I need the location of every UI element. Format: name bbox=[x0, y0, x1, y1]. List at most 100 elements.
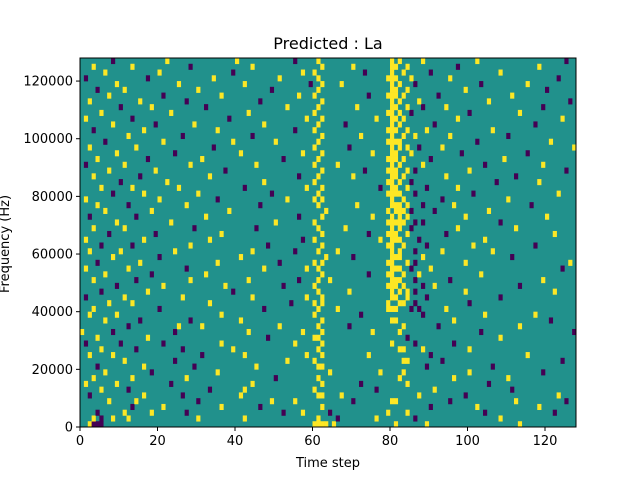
heatmap-cell bbox=[235, 58, 240, 65]
y-tick-label: 0 bbox=[65, 421, 73, 436]
heatmap-cell bbox=[390, 104, 395, 111]
heatmap-cell bbox=[401, 196, 406, 203]
heatmap-cell bbox=[401, 323, 406, 330]
heatmap-cell bbox=[196, 398, 201, 405]
heatmap-cell bbox=[390, 254, 395, 261]
heatmap-cell bbox=[479, 271, 484, 278]
heatmap-cell bbox=[142, 127, 147, 134]
heatmap-cell bbox=[289, 300, 294, 307]
heatmap-cell bbox=[149, 271, 154, 278]
heatmap-cell bbox=[386, 282, 391, 289]
heatmap-cell bbox=[312, 109, 317, 116]
x-axis: 0 20 40 60 80 100 120 bbox=[76, 427, 557, 449]
heatmap-cell bbox=[266, 242, 271, 249]
heatmap-cell bbox=[316, 156, 321, 163]
heatmap-cell bbox=[393, 150, 399, 157]
heatmap-cell bbox=[130, 300, 135, 307]
heatmap-cell bbox=[188, 63, 193, 70]
heatmap-cell bbox=[424, 184, 430, 191]
heatmap-cell bbox=[111, 254, 116, 261]
heatmap-cell bbox=[103, 207, 108, 214]
heatmap-cell bbox=[390, 150, 395, 157]
heatmap-cell bbox=[339, 81, 344, 88]
heatmap-cell bbox=[386, 230, 391, 238]
heatmap-cell bbox=[161, 138, 166, 145]
heatmap-cell bbox=[347, 323, 352, 330]
heatmap-cell bbox=[335, 415, 340, 422]
heatmap-cell bbox=[413, 340, 418, 347]
heatmap-cell bbox=[316, 86, 321, 93]
heatmap-cell bbox=[475, 138, 480, 145]
heatmap-cell bbox=[293, 340, 298, 347]
heatmap-cell bbox=[424, 294, 430, 301]
heatmap-cell bbox=[405, 230, 410, 238]
heatmap-cell bbox=[417, 271, 422, 278]
heatmap-cell bbox=[316, 421, 321, 428]
heatmap-cell bbox=[397, 121, 402, 128]
heatmap-cell bbox=[393, 167, 399, 174]
heatmap-cell bbox=[223, 282, 228, 289]
heatmap-cell bbox=[297, 213, 302, 220]
heatmap-cell bbox=[262, 121, 267, 128]
heatmap-cell bbox=[320, 213, 325, 220]
heatmap-cell bbox=[393, 230, 399, 238]
heatmap-cell bbox=[169, 219, 174, 226]
heatmap-cell bbox=[479, 81, 484, 88]
heatmap-cell bbox=[397, 202, 402, 209]
heatmap-cell bbox=[312, 311, 317, 318]
heatmap-cell bbox=[87, 213, 92, 220]
heatmap-cell bbox=[328, 277, 333, 284]
heatmap-cell bbox=[386, 300, 391, 307]
heatmap-cell bbox=[320, 380, 325, 387]
heatmap-cell bbox=[242, 352, 247, 359]
heatmap-cell bbox=[312, 161, 317, 168]
heatmap-cell bbox=[374, 115, 379, 122]
heatmap-cell bbox=[138, 259, 143, 266]
heatmap-cell bbox=[320, 63, 325, 70]
heatmap-cell bbox=[397, 265, 402, 272]
heatmap-cell bbox=[471, 190, 476, 197]
heatmap-cell bbox=[87, 392, 92, 399]
heatmap-cell bbox=[103, 317, 108, 324]
heatmap-cell bbox=[99, 184, 104, 191]
heatmap-cell bbox=[421, 58, 426, 65]
heatmap-cell bbox=[126, 415, 131, 422]
heatmap-cell bbox=[80, 328, 85, 336]
heatmap-cell bbox=[390, 340, 395, 347]
heatmap-cell bbox=[320, 150, 325, 157]
heatmap-cell bbox=[378, 369, 383, 376]
heatmap-cell bbox=[405, 144, 410, 151]
heatmap-cell bbox=[421, 346, 426, 353]
heatmap-cell bbox=[390, 161, 395, 168]
heatmap-cell bbox=[397, 288, 402, 295]
heatmap-cell bbox=[463, 288, 468, 295]
heatmap-cell bbox=[374, 415, 379, 422]
heatmap-cell bbox=[107, 398, 112, 405]
heatmap-cell bbox=[335, 305, 340, 312]
heatmap-cell bbox=[498, 219, 503, 226]
heatmap-cell bbox=[467, 167, 472, 174]
heatmap-cell bbox=[277, 323, 282, 330]
heatmap-cell bbox=[99, 242, 104, 249]
heatmap-cell bbox=[390, 173, 395, 180]
heatmap-cell bbox=[246, 109, 251, 116]
heatmap-cell bbox=[258, 202, 263, 209]
heatmap-cell bbox=[568, 98, 573, 105]
heatmap-cell bbox=[111, 352, 116, 359]
heatmap-cell bbox=[173, 328, 178, 336]
heatmap-cell bbox=[142, 363, 147, 370]
heatmap-cell bbox=[145, 288, 151, 295]
heatmap-cell bbox=[475, 58, 480, 65]
y-axis: 0 20000 40000 60000 80000 100000 120000 bbox=[23, 75, 80, 436]
heatmap-cell bbox=[564, 167, 569, 174]
heatmap-cell bbox=[91, 415, 96, 422]
heatmap-cell bbox=[401, 271, 406, 278]
heatmap-cell bbox=[409, 265, 414, 272]
heatmap-cell bbox=[452, 340, 457, 347]
heatmap-cell bbox=[227, 115, 232, 122]
heatmap-cell bbox=[87, 421, 92, 428]
heatmap-cell bbox=[316, 346, 321, 353]
heatmap-cell bbox=[390, 202, 395, 209]
heatmap-cell bbox=[397, 58, 402, 65]
heatmap-cell bbox=[95, 86, 100, 93]
